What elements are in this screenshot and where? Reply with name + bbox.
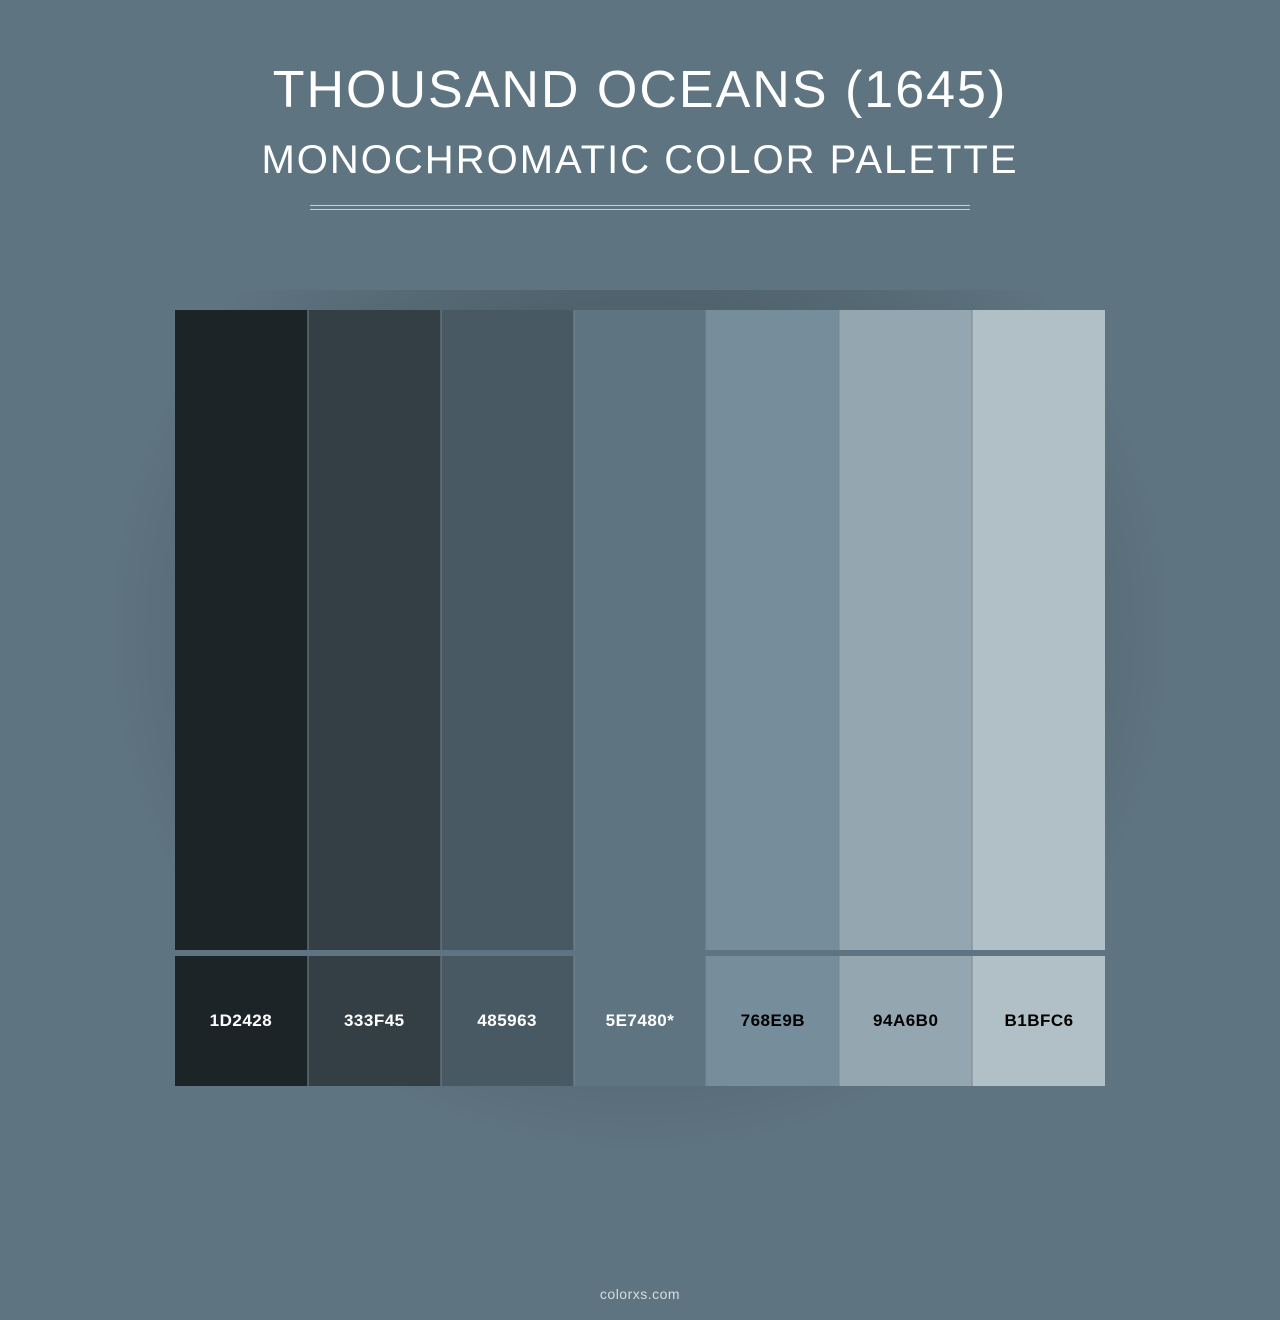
swatch-label: 485963 xyxy=(441,956,574,1086)
header: THOUSAND OCEANS (1645) MONOCHROMATIC COL… xyxy=(0,0,1280,210)
swatch-column: 768E9B xyxy=(706,310,839,1086)
palette-subtitle: MONOCHROMATIC COLOR PALETTE xyxy=(0,138,1280,183)
palette-container: 1D2428 333F45 485963 5E7480* 768E9B 94A6… xyxy=(175,310,1105,1086)
swatch-column: B1BFC6 xyxy=(972,310,1105,1086)
swatch-label: 333F45 xyxy=(308,956,441,1086)
palette-title: THOUSAND OCEANS (1645) xyxy=(0,60,1280,120)
swatch-column: 1D2428 xyxy=(175,310,308,1086)
swatch-column: 5E7480* xyxy=(574,310,707,1086)
swatch-label: B1BFC6 xyxy=(972,956,1105,1086)
swatch-label: 1D2428 xyxy=(175,956,308,1086)
palette-row: 1D2428 333F45 485963 5E7480* 768E9B 94A6… xyxy=(175,310,1105,1086)
swatch-label: 5E7480* xyxy=(574,956,707,1086)
header-divider xyxy=(310,205,970,210)
color-swatch xyxy=(574,310,707,950)
color-swatch xyxy=(972,310,1105,950)
swatch-column: 94A6B0 xyxy=(839,310,972,1086)
color-swatch xyxy=(175,310,308,950)
swatch-label: 94A6B0 xyxy=(839,956,972,1086)
credit-text: colorxs.com xyxy=(0,1286,1280,1302)
swatch-column: 485963 xyxy=(441,310,574,1086)
swatch-column: 333F45 xyxy=(308,310,441,1086)
color-swatch xyxy=(308,310,441,950)
color-swatch xyxy=(706,310,839,950)
swatch-label: 768E9B xyxy=(706,956,839,1086)
color-swatch xyxy=(839,310,972,950)
color-swatch xyxy=(441,310,574,950)
